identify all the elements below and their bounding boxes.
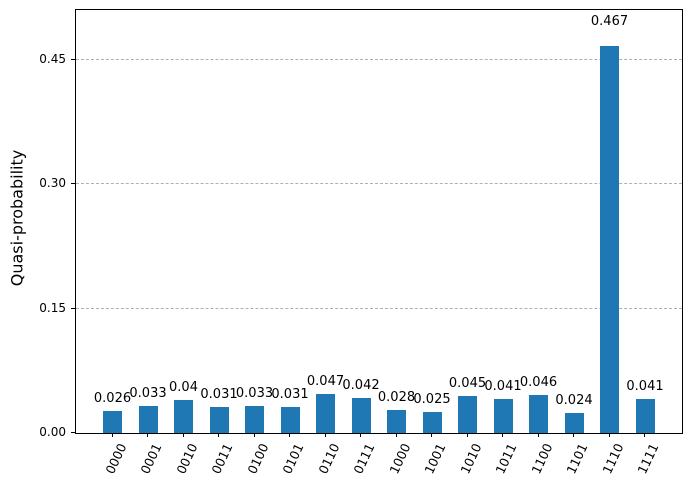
y-tick-mark	[71, 58, 75, 60]
x-tick-mark	[466, 433, 468, 437]
x-tick-mark	[218, 433, 219, 437]
y-tick-label: 0.00	[39, 425, 66, 439]
bar	[245, 405, 264, 433]
x-tick-label: 0000	[102, 441, 130, 477]
bar	[600, 45, 619, 433]
x-tick-label: 0011	[208, 441, 236, 477]
bar-value-label: 0.033	[129, 385, 167, 401]
bar-value-label: 0.042	[342, 378, 380, 394]
x-tick-mark	[182, 433, 184, 437]
plot-area: 0.026 0.033 0.04 0.031 0.033 0.031 0.047 0.042 0…	[75, 9, 683, 434]
bar-value-label: 0.046	[519, 374, 558, 390]
x-tick-label: 1111	[634, 441, 662, 477]
bar-value-label: 0.467	[590, 13, 629, 29]
bar-value-label: 0.033	[235, 385, 274, 401]
bar-value-label: 0.031	[200, 387, 238, 403]
x-tick-label: 1001	[421, 441, 449, 477]
y-tick-mark	[71, 432, 75, 433]
y-tick-mark	[71, 183, 75, 185]
x-tick-mark	[324, 433, 326, 437]
x-tick-label: 1110	[599, 441, 627, 477]
y-tick-mark	[71, 307, 75, 309]
bar	[422, 412, 442, 433]
x-tick-mark	[431, 433, 432, 437]
x-tick-mark	[537, 433, 539, 437]
bar-value-label: 0.045	[448, 375, 487, 391]
x-tick-label: 0110	[315, 441, 343, 477]
y-tick-label: 0.15	[39, 300, 66, 315]
x-tick-label: 1000	[386, 441, 414, 477]
x-tick-label: 1101	[563, 441, 591, 477]
bar-value-label: 0.024	[555, 393, 593, 409]
x-tick-mark	[360, 433, 361, 437]
x-tick-mark	[644, 433, 645, 437]
x-tick-label: 0001	[137, 441, 165, 477]
x-tick-label: 1011	[492, 441, 520, 477]
x-tick-mark	[573, 433, 574, 437]
gridline	[76, 183, 682, 185]
bar	[564, 413, 584, 433]
x-tick-mark	[289, 433, 290, 437]
gridline	[76, 307, 682, 309]
x-tick-label: 1010	[457, 441, 485, 477]
x-tick-label: 0101	[279, 441, 307, 477]
bar	[458, 395, 477, 433]
bar	[103, 411, 122, 433]
x-tick-mark	[608, 433, 610, 437]
bar-value-label: 0.041	[484, 379, 522, 394]
bar	[387, 409, 406, 433]
y-tick-label: 0.45	[39, 51, 66, 66]
bar	[174, 399, 193, 433]
bar	[351, 398, 371, 433]
bar	[280, 407, 300, 433]
bar-value-label: 0.025	[413, 392, 451, 408]
bar	[316, 394, 335, 433]
bar-value-label: 0.04	[169, 379, 198, 395]
bar-value-label: 0.041	[626, 379, 664, 394]
x-tick-label: 1100	[528, 441, 556, 477]
x-tick-mark	[253, 433, 255, 437]
x-tick-mark	[395, 433, 397, 437]
y-tick-label: 0.30	[39, 176, 66, 191]
bar-value-label: 0.047	[306, 374, 345, 390]
bar	[138, 405, 158, 433]
x-tick-label: 0010	[173, 441, 201, 477]
bar	[209, 407, 229, 433]
x-tick-label: 0111	[350, 441, 378, 477]
bar-value-label: 0.028	[377, 389, 416, 405]
bar-value-label: 0.031	[271, 387, 309, 403]
y-axis-title: Quasi-probability	[7, 149, 27, 287]
bar	[529, 394, 548, 433]
bar	[493, 399, 513, 433]
x-tick-mark	[147, 433, 148, 437]
bar-value-label: 0.026	[93, 391, 132, 407]
bar	[635, 399, 655, 433]
x-tick-label: 0100	[244, 441, 272, 477]
gridline	[76, 58, 682, 60]
x-tick-mark	[502, 433, 503, 437]
x-tick-mark	[111, 433, 113, 437]
